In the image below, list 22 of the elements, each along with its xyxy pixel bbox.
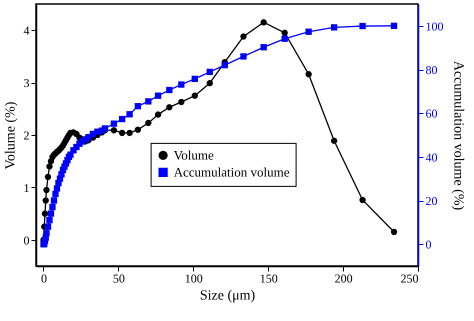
y2-tick-label: 100 (426, 19, 444, 34)
legend-label: Volume (174, 147, 214, 162)
y-axis-title: Volume (%) (4, 101, 18, 170)
x-axis-title: Size (μm) (200, 288, 256, 304)
y-tick-label: 1 (24, 180, 30, 195)
x-tick-label: 100 (184, 272, 203, 286)
legend-label: Accumulation volume (174, 164, 290, 180)
y2-tick-label: 60 (426, 106, 438, 121)
x-tick-label: 0 (40, 272, 47, 286)
x-tick-label: 150 (260, 272, 278, 286)
y2-tick-label: 20 (426, 194, 438, 208)
y-tick-label: 2 (24, 128, 30, 142)
x-tick-label: 250 (400, 272, 418, 286)
y2-axis-title: Accumulation volume (%) (450, 60, 466, 210)
x-tick-label: 50 (112, 272, 125, 286)
y-tick-label: 4 (24, 24, 30, 38)
y2-tick-label: 80 (426, 63, 438, 77)
y-tick-label: 3 (24, 76, 30, 90)
y2-tick-label: 0 (426, 238, 432, 252)
y2-tick-label: 40 (426, 150, 438, 164)
x-tick-label: 200 (334, 272, 353, 286)
y-tick-label: 0 (24, 233, 30, 248)
